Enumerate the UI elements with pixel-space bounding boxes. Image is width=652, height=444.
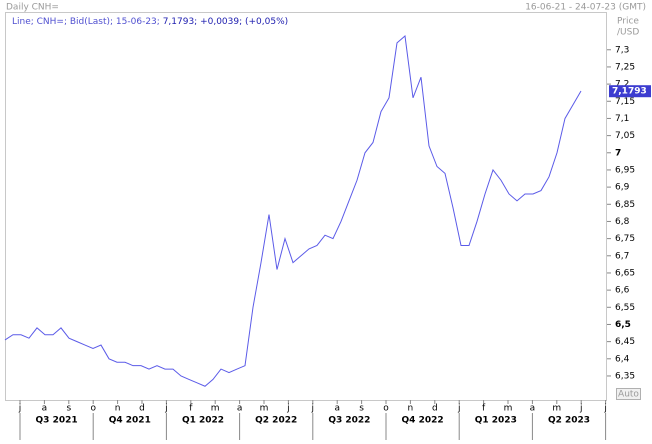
month-label: n	[408, 404, 414, 414]
quarter-label: Q2 2023	[548, 416, 590, 426]
y-tick-label: 6,5	[615, 320, 631, 330]
auto-button[interactable]	[616, 388, 641, 400]
y-tick-label: 7	[615, 148, 621, 158]
y-tick-label: 6,55	[615, 303, 635, 313]
price-label: Price	[617, 17, 639, 27]
month-label: m	[504, 404, 513, 414]
y-tick-label: 6,35	[615, 371, 635, 381]
month-label: a	[42, 404, 48, 414]
month-label: m	[260, 404, 269, 414]
y-tick-label: 6,85	[615, 200, 635, 210]
y-tick-label: 7,05	[615, 131, 635, 141]
unit-label: /USD	[617, 28, 639, 38]
quarter-label: Q3 2021	[36, 416, 78, 426]
legend-values: 7,1793; +0,0039; (+0,05%)	[163, 17, 288, 27]
month-label: a	[530, 404, 536, 414]
month-label: s	[359, 404, 364, 414]
month-label: o	[90, 404, 96, 414]
y-tick-label: 7,3	[615, 45, 629, 55]
month-label: m	[211, 404, 220, 414]
y-tick-label: 6,4	[615, 354, 630, 364]
y-tick-label: 6,75	[615, 234, 635, 244]
month-label: j	[579, 404, 583, 414]
y-tick-label: 6,45	[615, 337, 635, 347]
y-tick-label: 6,65	[615, 268, 635, 278]
y-tick-label: 7,15	[615, 97, 635, 107]
last-price-tag	[609, 85, 651, 98]
month-label: d	[139, 404, 145, 414]
legend-label: Line; CNH=; Bid(Last); 15-06-23;	[12, 17, 160, 27]
month-label: j	[286, 404, 290, 414]
last-price-label: 7,1793	[612, 87, 647, 97]
month-label: j	[311, 404, 315, 414]
y-tick-label: 6,7	[615, 251, 629, 261]
month-label: j	[164, 404, 168, 414]
chart-title: Daily CNH=	[6, 3, 59, 13]
date-range: 16-06-21 - 24-07-23 (GMT)	[525, 3, 646, 13]
y-tick-label: 6,9	[615, 183, 630, 193]
month-label: a	[237, 404, 243, 414]
legend: Line; CNH=; Bid(Last); 15-06-23; 7,1793;…	[12, 17, 288, 27]
month-label: j	[18, 404, 22, 414]
quarter-label: Q4 2022	[402, 416, 444, 426]
y-tick-label: 7,2	[615, 80, 629, 90]
y-tick-label: 6,8	[615, 217, 630, 227]
y-tick-label: 7,25	[615, 62, 635, 72]
quarter-label: Q2 2022	[255, 416, 297, 426]
month-label: m	[552, 404, 561, 414]
quarter-label: Q4 2021	[109, 416, 151, 426]
y-tick-label: 7,1	[615, 114, 629, 124]
month-label: n	[115, 404, 121, 414]
month-label: d	[432, 404, 438, 414]
quarter-label: Q3 2022	[328, 416, 370, 426]
month-label: s	[66, 404, 71, 414]
price-line	[4, 35, 582, 387]
month-label: o	[383, 404, 389, 414]
month-label: a	[334, 404, 340, 414]
auto-button-label[interactable]: Auto	[618, 390, 639, 400]
quarter-label: Q1 2022	[182, 416, 224, 426]
quarter-label: Q1 2023	[475, 416, 517, 426]
y-tick-label: 6,6	[615, 286, 630, 296]
month-label: j	[603, 404, 607, 414]
month-label: f	[482, 404, 486, 414]
month-label: f	[189, 404, 193, 414]
y-tick-label: 6,95	[615, 165, 635, 175]
month-label: j	[457, 404, 461, 414]
